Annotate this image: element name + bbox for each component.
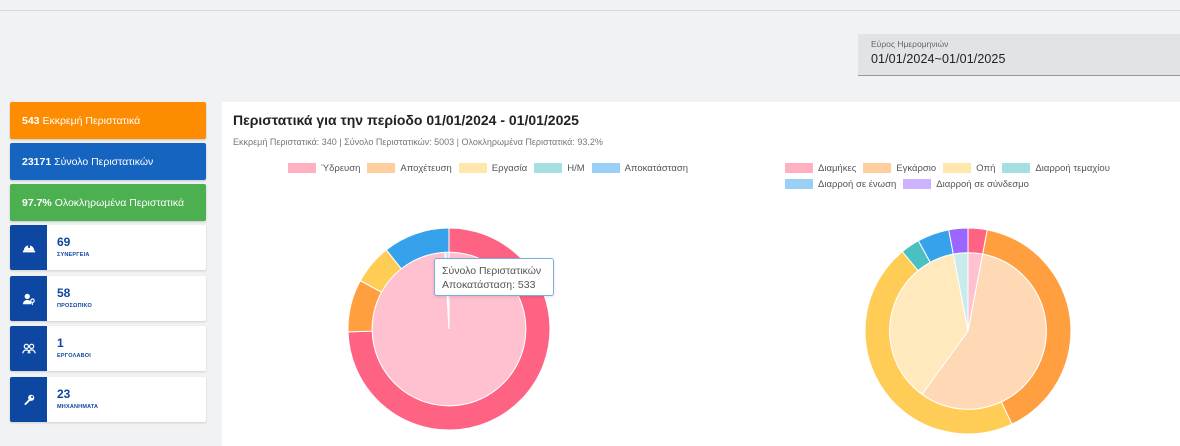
date-range-label: Εύρος Ημερομηνιών xyxy=(871,39,949,49)
legend-swatch xyxy=(367,163,396,173)
legend-swatch xyxy=(288,163,316,173)
legend-label: Αποχέτευση xyxy=(400,162,452,174)
legend-label: Διαμήκες xyxy=(818,162,857,174)
legend-swatch xyxy=(458,163,487,173)
legend-item[interactable]: Διαρροή σε σύνδεσμο xyxy=(903,176,1029,192)
legend-item[interactable]: Εργασία xyxy=(458,160,528,176)
legend-label: Διαρροή σε σύνδεσμο xyxy=(936,178,1029,190)
legend-label: Η/Μ xyxy=(567,162,585,174)
tooltip-text: Αποκατάσταση: 533 xyxy=(442,279,536,291)
machinery-caption: ΜΗΧΑΝΗΜΑΤΑ xyxy=(57,404,99,410)
hardhat-icon xyxy=(10,225,47,270)
legend-label: Οπή xyxy=(976,162,996,174)
legend-swatch xyxy=(785,179,813,189)
wrench-icon xyxy=(10,377,47,422)
legend-label: Εργασία xyxy=(491,162,528,174)
total-incidents-label: Σύνολο Περιστατικών xyxy=(54,156,154,168)
legend-swatch xyxy=(785,163,813,173)
legend-item[interactable]: Διαρροή σε ένωση xyxy=(785,176,896,192)
total-incidents-card[interactable]: 23171 Σύνολο Περιστατικών xyxy=(10,143,206,180)
legend-swatch xyxy=(534,163,563,173)
damage-type-pie-chart[interactable] xyxy=(864,227,1072,435)
legend-item[interactable]: Αποχέτευση xyxy=(367,160,452,176)
contractors-caption: ΕΡΓΟΛΑΒΟΙ xyxy=(57,353,91,359)
legend-label: Διαρροή τεμαχίου xyxy=(1035,162,1110,174)
date-range-value[interactable]: 01/01/2024~01/01/2025 xyxy=(871,52,1006,66)
legend-item[interactable]: Διαρροή τεμαχίου xyxy=(1002,160,1110,176)
legend-swatch xyxy=(943,163,972,173)
completed-incidents-card[interactable]: 97.7% Ολοκληρωμένα Περιστατικά xyxy=(10,184,206,221)
pending-incidents-label: Εκκρεμή Περιστατικά xyxy=(42,115,141,127)
pending-incidents-value: 543 xyxy=(22,115,40,127)
pending-incidents-card[interactable]: 543 Εκκρεμή Περιστατικά xyxy=(10,102,206,139)
completed-incidents-value: 97.7% xyxy=(22,197,52,209)
left-chart-legend: Ύδρευση Αποχέτευση Εργασία Η/Μ Αποκατάστ… xyxy=(288,160,708,176)
legend-label: Ύδρευση xyxy=(321,162,361,174)
legend-item[interactable]: Ύδρευση xyxy=(288,160,360,176)
completed-incidents-label: Ολοκληρωμένα Περιστατικά xyxy=(54,197,185,209)
inner-ring-slice[interactable] xyxy=(921,253,1047,410)
tooltip-title: Σύνολο Περιστατικών xyxy=(442,265,542,277)
group-icon xyxy=(10,326,47,371)
inner-ring-slice[interactable] xyxy=(889,253,969,396)
chart-tooltip: Σύνολο Περιστατικών Αποκατάσταση: 533 xyxy=(434,258,554,296)
legend-item[interactable]: Εγκάρσιο xyxy=(863,160,936,176)
top-divider xyxy=(0,10,1180,11)
legend-label: Διαρροή σε ένωση xyxy=(818,178,897,190)
machinery-count: 23 xyxy=(57,387,71,401)
panel-subtitle: Εκκρεμή Περιστατικά: 340 | Σύνολο Περιστ… xyxy=(233,137,603,147)
crews-count: 69 xyxy=(57,235,71,249)
legend-label: Αποκατάσταση xyxy=(624,162,689,174)
panel-title: Περιστατικά για την περίοδο 01/01/2024 -… xyxy=(233,112,579,128)
inner-ring-slice[interactable] xyxy=(952,252,969,332)
legend-swatch xyxy=(863,163,892,173)
machinery-card[interactable]: 23 ΜΗΧΑΝΗΜΑΤΑ xyxy=(10,377,206,422)
right-chart-legend: Διαμήκες Εγκάρσιο Οπή Διαρροή τεμαχίου Δ… xyxy=(785,160,1175,192)
personnel-count: 58 xyxy=(57,286,71,300)
legend-item[interactable]: Αποκατάσταση xyxy=(591,160,689,176)
legend-label: Εγκάρσιο xyxy=(896,162,937,174)
total-incidents-value: 23171 xyxy=(22,156,52,168)
legend-item[interactable]: Διαμήκες xyxy=(785,160,856,176)
legend-swatch xyxy=(1002,163,1031,173)
contractors-card[interactable]: 1 ΕΡΓΟΛΑΒΟΙ xyxy=(10,326,206,371)
person-key-icon xyxy=(10,276,47,321)
legend-item[interactable]: Η/Μ xyxy=(534,160,585,176)
date-range-field[interactable]: Εύρος Ημερομηνιών 01/01/2024~01/01/2025 xyxy=(858,34,1180,76)
contractors-count: 1 xyxy=(57,336,64,350)
personnel-card[interactable]: 58 ΠΡΟΣΩΠΙΚΟ xyxy=(10,276,206,321)
crews-card[interactable]: 69 ΣΥΝΕΡΓΕΙΑ xyxy=(10,225,206,270)
crews-caption: ΣΥΝΕΡΓΕΙΑ xyxy=(57,252,90,258)
personnel-caption: ΠΡΟΣΩΠΙΚΟ xyxy=(57,303,92,309)
legend-swatch xyxy=(591,163,620,173)
legend-item[interactable]: Οπή xyxy=(943,160,995,176)
legend-swatch xyxy=(903,179,932,189)
